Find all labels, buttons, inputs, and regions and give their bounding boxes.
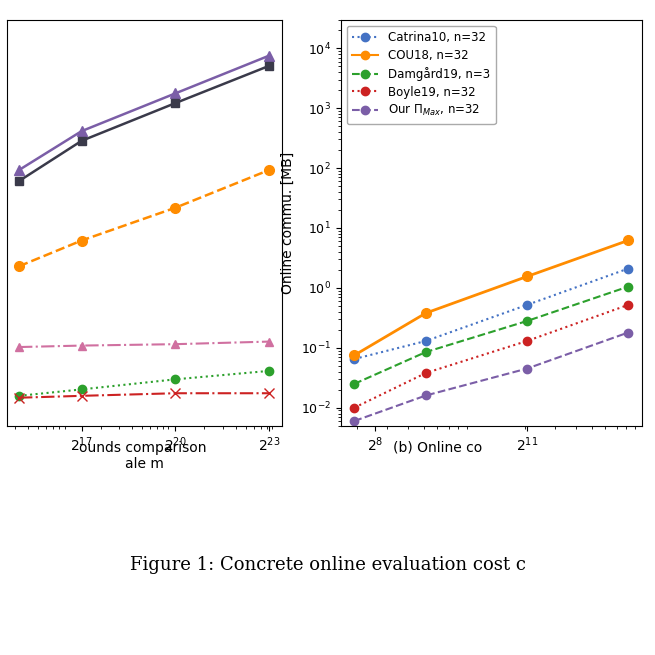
Text: (b) Online co: (b) Online co (393, 441, 482, 455)
Y-axis label: Online commu. [MB]: Online commu. [MB] (281, 151, 295, 294)
Text: ounds comparison: ounds comparison (79, 441, 206, 455)
Text: Figure 1: Concrete online evaluation cost c: Figure 1: Concrete online evaluation cos… (130, 556, 525, 574)
Legend: Catrina10, n=32, COU18, n=32, Damgård19, n=3, Boyle19, n=32, Our $\Pi_{Max}$, n=: Catrina10, n=32, COU18, n=32, Damgård19,… (346, 26, 496, 124)
X-axis label: ale m: ale m (124, 457, 164, 471)
